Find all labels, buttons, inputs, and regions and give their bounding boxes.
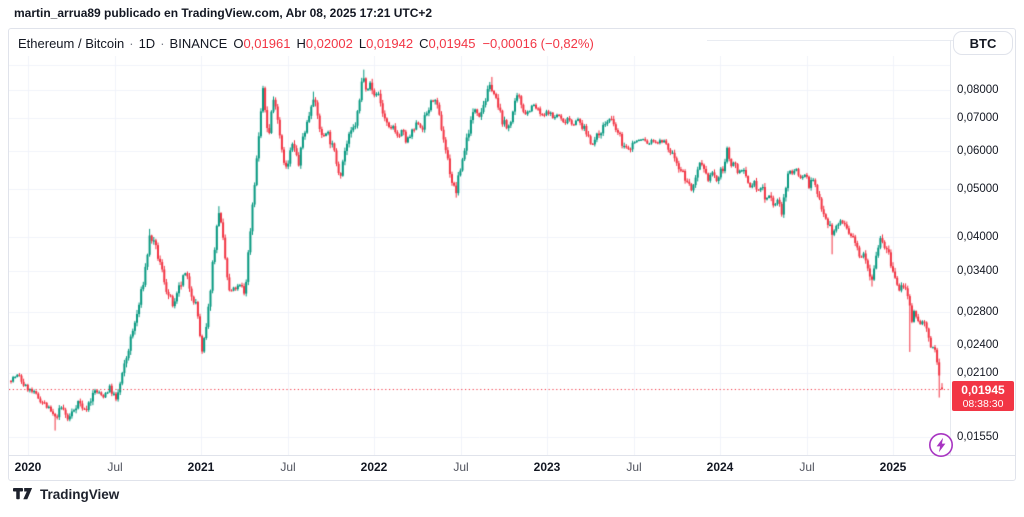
price-tick-label: 0,04000: [957, 231, 999, 243]
price-tick-label: 0,05000: [957, 183, 999, 195]
pane-top-border: [707, 40, 953, 41]
time-tick-month: Jul: [799, 460, 815, 474]
time-tick-year: 2025: [879, 460, 907, 474]
current-price-label: 0,01945: [961, 383, 1005, 397]
change-value: −0,00016 (−0,82%): [482, 36, 594, 51]
lightning-icon: [929, 433, 953, 457]
price-tick-label: 0,02800: [957, 306, 999, 318]
time-tick-month: Jul: [626, 460, 642, 474]
time-scale[interactable]: 2020 Jul 2021 Jul 2022 Jul 2023 Jul 2024 Jul 2025: [9, 456, 1015, 480]
current-price-badge: 0,01945 08:38:30: [952, 381, 1014, 411]
legend-separator: ·: [129, 36, 134, 51]
exchange-label: BINANCE: [169, 36, 228, 51]
price-tick-label: 0,01550: [957, 431, 999, 443]
interval-label: 1D: [138, 36, 156, 51]
price-tick-label: 0,06000: [957, 145, 999, 157]
price-chart-canvas[interactable]: [9, 56, 950, 455]
currency-toggle-button[interactable]: BTC: [953, 31, 1013, 55]
price-tick-label: 0,08000: [957, 84, 999, 96]
time-tick-year: 2021: [187, 460, 215, 474]
ohlc-low: L 0,01942: [358, 36, 414, 51]
tradingview-logo-icon: [13, 488, 33, 500]
time-tick-year: 2023: [533, 460, 561, 474]
chart-card: Ethereum / Bitcoin · 1D · BINANCE O 0,019…: [8, 28, 1016, 481]
tradingview-logo-text: TradingView: [40, 487, 120, 502]
price-tick-label: 0,03400: [957, 265, 999, 277]
price-tick-label: 0,07000: [957, 112, 999, 124]
time-scale-separator: [9, 455, 1015, 456]
flash-button[interactable]: [928, 432, 954, 458]
ohlc-close: C 0,01945: [419, 36, 476, 51]
time-tick-year: 2024: [706, 460, 734, 474]
price-scale-separator: [950, 40, 951, 455]
attribution-text: martin_arrua89 publicado en TradingView.…: [14, 6, 433, 20]
time-tick-year: 2020: [14, 460, 42, 474]
time-tick-year: 2022: [360, 460, 388, 474]
time-tick-month: Jul: [453, 460, 469, 474]
ohlc-high: H 0,02002: [296, 36, 353, 51]
ohlc-open: O 0,01961: [233, 36, 291, 51]
bar-countdown: 08:38:30: [962, 398, 1004, 410]
tradingview-logo[interactable]: TradingView: [13, 486, 119, 503]
symbol-legend: Ethereum / Bitcoin · 1D · BINANCE O 0,019…: [18, 35, 600, 52]
price-tick-label: 0,02400: [957, 339, 999, 351]
time-tick-month: Jul: [280, 460, 296, 474]
symbol-name[interactable]: Ethereum / Bitcoin: [18, 36, 125, 51]
price-scale[interactable]: 0,01945 08:38:30 0,08000 0,07000 0,06000 0,…: [950, 29, 1015, 455]
legend-separator: ·: [160, 36, 165, 51]
time-tick-month: Jul: [107, 460, 123, 474]
price-tick-label: 0,02100: [957, 367, 999, 379]
